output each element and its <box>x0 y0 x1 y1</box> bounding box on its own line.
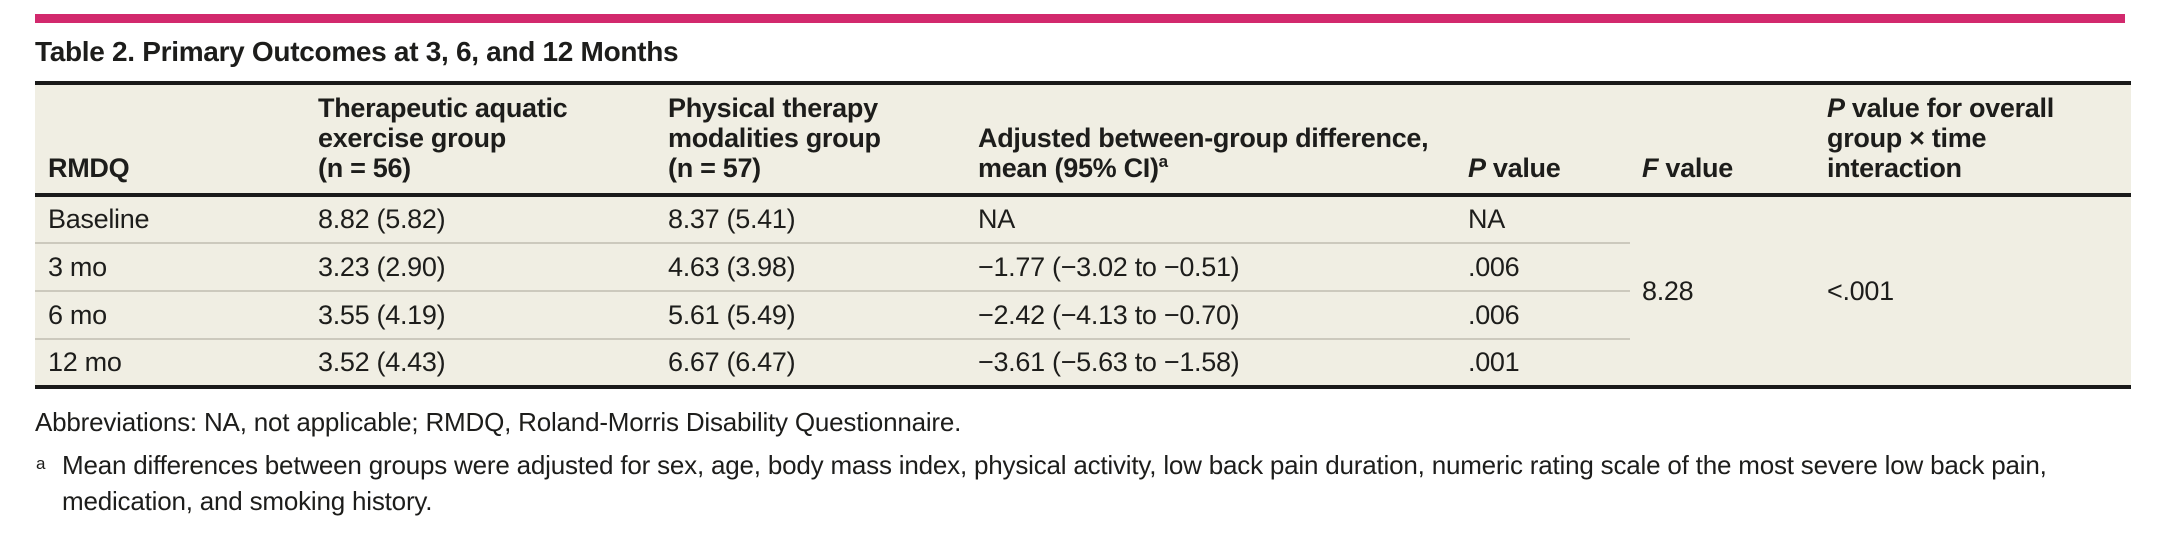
table-row-baseline: Baseline 8.82 (5.82) 8.37 (5.41) NA NA 8… <box>35 195 2131 306</box>
col-header-rmdq: RMDQ <box>35 83 306 197</box>
header-label: exercise group <box>318 123 506 153</box>
cell-difference: −2.42 (−4.13 to −0.70) <box>966 290 1456 339</box>
col-header-aquatic-group: Therapeutic aquatic exercise group (n = … <box>306 83 656 197</box>
header-label-italic: P <box>1827 93 1845 123</box>
cell-p-value: .001 <box>1456 338 1630 387</box>
header-label: Adjusted between-group difference, <box>978 123 1429 153</box>
footnote-a-marker: a <box>36 454 46 473</box>
footnote-a: a Mean differences between groups were a… <box>35 447 2110 519</box>
header-label: Therapeutic aquatic <box>318 93 568 123</box>
cell-pt: 8.37 (5.41) <box>668 204 796 234</box>
row-label: 3 mo <box>35 242 306 291</box>
header-label: mean (95% CI) <box>978 153 1159 183</box>
table-title: Table 2. Primary Outcomes at 3, 6, and 1… <box>35 36 679 67</box>
cell-aquatic: 3.55 (4.19) <box>306 290 656 339</box>
header-label: group × time interaction <box>1827 123 1987 183</box>
row-label: 12 mo <box>35 338 306 387</box>
header-label: value <box>1485 153 1561 183</box>
cell-pt: 6.67 (6.47) <box>656 338 966 387</box>
cell-pt: 4.63 (3.98) <box>656 242 966 291</box>
header-label: (n = 57) <box>668 153 761 183</box>
cell-p-value: .006 <box>1456 242 1630 291</box>
col-header-interaction-p-value: P value for overall group × time interac… <box>1815 83 2131 197</box>
primary-outcomes-table: RMDQ Therapeutic aquatic exercise group … <box>35 81 2131 389</box>
cell-aquatic: 3.23 (2.90) <box>306 242 656 291</box>
header-label: modalities group <box>668 123 881 153</box>
cell-f-value: 8.28 <box>1642 275 1694 306</box>
table-row-12mo: 12 mo 3.52 (4.43) 6.67 (6.47) −3.61 (−5.… <box>35 338 2131 387</box>
col-header-adjusted-difference: Adjusted between-group difference, mean … <box>966 83 1456 197</box>
cell-p-value: .006 <box>1456 290 1630 339</box>
table-row-3mo: 3 mo 3.23 (2.90) 4.63 (3.98) −1.77 (−3.0… <box>35 242 2131 291</box>
abbreviations-note: Abbreviations: NA, not applicable; RMDQ,… <box>35 407 962 437</box>
header-label: value <box>1658 153 1733 183</box>
cell-difference: −1.77 (−3.02 to −0.51) <box>966 242 1456 291</box>
page: Table 2. Primary Outcomes at 3, 6, and 1… <box>0 14 2158 519</box>
cell-pt: 5.61 (5.49) <box>656 290 966 339</box>
header-label: (n = 56) <box>318 153 411 183</box>
table-row-6mo: 6 mo 3.55 (4.19) 5.61 (5.49) −2.42 (−4.1… <box>35 290 2131 339</box>
cell-aquatic: 8.82 (5.82) <box>318 204 446 234</box>
cell-difference: NA <box>978 204 1015 234</box>
col-header-p-value: P value <box>1456 83 1630 197</box>
header-label: RMDQ <box>48 153 130 183</box>
header-label-italic: P <box>1468 153 1486 183</box>
header-label: Physical therapy <box>668 93 878 123</box>
col-header-pt-group: Physical therapy modalities group (n = 5… <box>656 83 966 197</box>
footnote-a-reference: a <box>1158 152 1168 171</box>
cell-p-value: NA <box>1468 204 1505 234</box>
cell-difference: −3.61 (−5.63 to −1.58) <box>966 338 1456 387</box>
header-label-italic: F <box>1642 153 1659 183</box>
accent-bar <box>35 14 2125 23</box>
row-label: Baseline <box>48 204 150 234</box>
row-label: 6 mo <box>35 290 306 339</box>
header-row: RMDQ Therapeutic aquatic exercise group … <box>35 83 2131 197</box>
footnote-a-text: Mean differences between groups were adj… <box>62 450 2047 516</box>
header-label: value for overall <box>1844 93 2054 123</box>
cell-aquatic: 3.52 (4.43) <box>306 338 656 387</box>
col-header-f-value: F value <box>1630 83 1815 197</box>
cell-interaction-p-value: <.001 <box>1827 275 1894 306</box>
footnotes: Abbreviations: NA, not applicable; RMDQ,… <box>35 404 2125 519</box>
